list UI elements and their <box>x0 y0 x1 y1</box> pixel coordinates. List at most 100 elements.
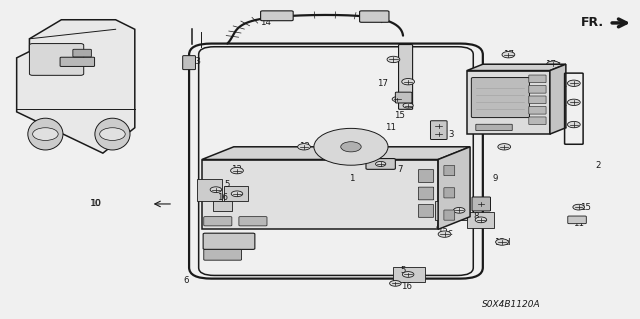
Circle shape <box>33 128 58 140</box>
Polygon shape <box>224 186 248 201</box>
Text: AJ: AJ <box>220 238 228 244</box>
Polygon shape <box>17 20 135 153</box>
Text: 15: 15 <box>580 203 591 211</box>
Ellipse shape <box>95 118 130 150</box>
Polygon shape <box>467 64 566 70</box>
FancyBboxPatch shape <box>444 188 455 198</box>
Circle shape <box>340 142 361 152</box>
Text: 2: 2 <box>595 161 600 170</box>
FancyBboxPatch shape <box>431 121 447 139</box>
Circle shape <box>376 161 386 167</box>
FancyBboxPatch shape <box>260 11 293 21</box>
FancyBboxPatch shape <box>203 233 255 249</box>
Circle shape <box>568 99 580 106</box>
Text: 8: 8 <box>474 212 479 221</box>
Text: 12c: 12c <box>436 228 452 237</box>
Polygon shape <box>212 201 232 211</box>
FancyBboxPatch shape <box>73 49 92 57</box>
FancyBboxPatch shape <box>419 204 434 217</box>
Text: 10: 10 <box>90 199 100 208</box>
FancyBboxPatch shape <box>529 85 546 93</box>
Text: 11: 11 <box>385 123 396 132</box>
FancyBboxPatch shape <box>529 75 546 83</box>
Circle shape <box>438 231 451 237</box>
Text: 15: 15 <box>394 111 405 120</box>
Text: 10: 10 <box>90 199 101 208</box>
Polygon shape <box>196 179 222 201</box>
Circle shape <box>387 56 400 63</box>
Text: 3: 3 <box>448 130 454 138</box>
Circle shape <box>502 51 515 58</box>
Text: 1: 1 <box>349 174 355 183</box>
FancyBboxPatch shape <box>204 249 241 260</box>
Text: 5: 5 <box>400 266 406 275</box>
FancyBboxPatch shape <box>529 107 546 114</box>
Polygon shape <box>435 201 467 220</box>
Text: 11: 11 <box>573 219 584 227</box>
Circle shape <box>314 128 388 165</box>
Circle shape <box>476 201 486 206</box>
Text: 9: 9 <box>493 174 499 183</box>
FancyBboxPatch shape <box>182 56 195 70</box>
Circle shape <box>403 271 414 277</box>
FancyBboxPatch shape <box>360 11 389 22</box>
FancyBboxPatch shape <box>529 117 546 124</box>
Text: 14: 14 <box>260 19 271 27</box>
Text: 4: 4 <box>435 222 441 231</box>
Text: 12: 12 <box>298 142 310 151</box>
Polygon shape <box>550 64 566 134</box>
Text: 16: 16 <box>218 193 228 202</box>
FancyBboxPatch shape <box>419 187 434 200</box>
Text: 12: 12 <box>232 165 243 174</box>
Text: 5: 5 <box>225 181 230 189</box>
FancyBboxPatch shape <box>419 170 434 182</box>
FancyBboxPatch shape <box>366 159 396 169</box>
FancyBboxPatch shape <box>444 166 455 176</box>
Circle shape <box>475 217 486 223</box>
Circle shape <box>231 191 243 197</box>
FancyBboxPatch shape <box>29 44 84 75</box>
Circle shape <box>454 207 465 213</box>
FancyBboxPatch shape <box>204 217 232 226</box>
Circle shape <box>434 123 444 129</box>
Text: 17: 17 <box>503 50 514 59</box>
Circle shape <box>403 103 413 108</box>
Circle shape <box>100 128 125 140</box>
Text: 13: 13 <box>190 56 201 65</box>
Circle shape <box>498 144 511 150</box>
Polygon shape <box>438 147 470 229</box>
FancyBboxPatch shape <box>444 210 455 220</box>
Circle shape <box>298 144 310 150</box>
FancyBboxPatch shape <box>239 217 267 226</box>
Ellipse shape <box>28 118 63 150</box>
Circle shape <box>402 78 415 85</box>
Circle shape <box>210 187 221 193</box>
Text: 12d: 12d <box>493 238 510 247</box>
FancyBboxPatch shape <box>529 96 546 104</box>
Polygon shape <box>467 212 493 228</box>
Text: FR.: FR. <box>581 16 604 29</box>
FancyBboxPatch shape <box>399 45 413 109</box>
Circle shape <box>568 80 580 86</box>
FancyBboxPatch shape <box>396 92 412 103</box>
Polygon shape <box>394 268 426 282</box>
Text: 17: 17 <box>377 79 388 88</box>
Circle shape <box>573 204 584 210</box>
Text: 16: 16 <box>401 282 412 291</box>
Text: S0X4B1120A: S0X4B1120A <box>483 300 541 308</box>
Circle shape <box>392 97 403 102</box>
Circle shape <box>495 239 508 245</box>
FancyBboxPatch shape <box>472 197 490 211</box>
Circle shape <box>547 61 559 67</box>
Text: 17c: 17c <box>545 60 561 69</box>
Polygon shape <box>202 160 438 229</box>
FancyBboxPatch shape <box>476 124 512 130</box>
Circle shape <box>390 280 401 286</box>
Circle shape <box>568 122 580 128</box>
Polygon shape <box>467 70 550 134</box>
Circle shape <box>434 131 444 137</box>
Text: 7: 7 <box>397 165 403 174</box>
Text: 6: 6 <box>183 276 189 285</box>
FancyBboxPatch shape <box>60 57 95 66</box>
FancyBboxPatch shape <box>568 216 586 224</box>
